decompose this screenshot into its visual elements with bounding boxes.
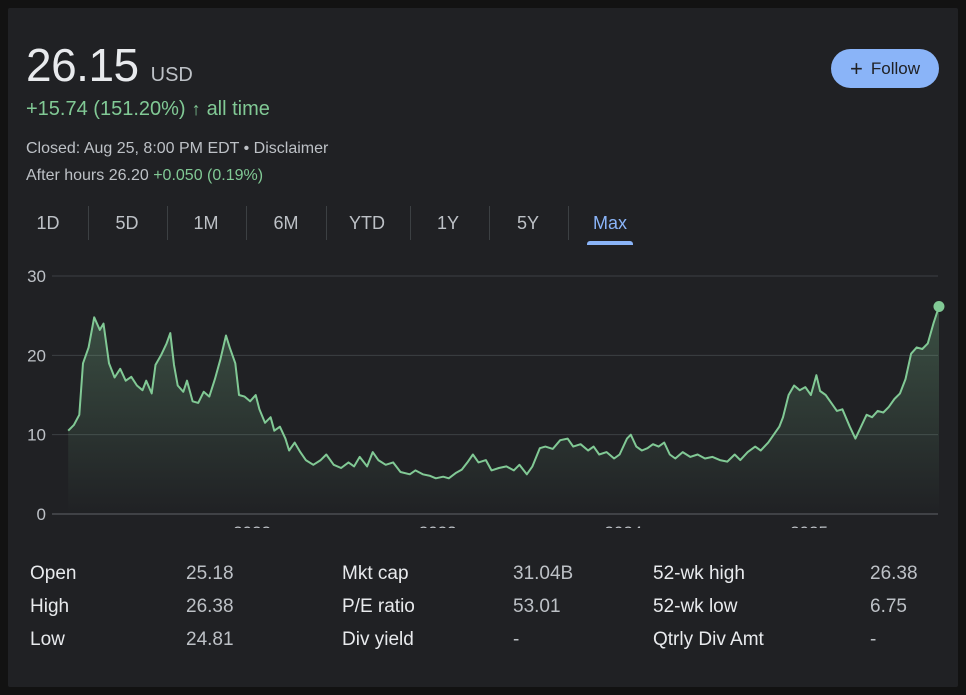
last-price-point: [933, 301, 945, 313]
stat-label: Mkt cap: [342, 563, 409, 584]
tab-5d[interactable]: 5D: [115, 212, 139, 233]
stat-value: 6.75: [870, 596, 907, 617]
tab-divider: [167, 206, 168, 240]
price-row: 26.15 USD: [26, 38, 193, 92]
stat-value: 26.38: [870, 563, 918, 584]
stat-label: Open: [30, 563, 77, 584]
stat-value: 24.81: [186, 629, 234, 650]
change-value: +15.74 (151.20%): [26, 98, 186, 120]
tab-divider: [489, 206, 490, 240]
change-period: all time: [206, 98, 270, 120]
x-tick-label: 2025: [790, 523, 828, 528]
tab-1y[interactable]: 1Y: [436, 212, 460, 233]
follow-label: Follow: [870, 58, 920, 78]
after-hours-label: After hours 26.20: [26, 167, 149, 184]
price-line: [67, 306, 940, 480]
tab-divider: [326, 206, 327, 240]
after-hours: After hours 26.20 +0.050 (0.19%): [26, 167, 263, 185]
stat-label: 52-wk high: [653, 563, 745, 584]
x-tick-label: 2024: [604, 523, 642, 528]
y-tick-label: 10: [27, 426, 46, 445]
stock-card: 26.15 USD +15.74 (151.20%) ↑ all time Cl…: [8, 8, 958, 687]
tab-max[interactable]: Max: [585, 204, 635, 245]
y-tick-label: 30: [27, 267, 46, 286]
stat-label: Low: [30, 629, 65, 650]
y-tick-label: 0: [37, 505, 46, 524]
tab-divider: [568, 206, 569, 240]
after-hours-change: +0.050 (0.19%): [153, 167, 264, 184]
stat-label: P/E ratio: [342, 596, 415, 617]
stat-value: -: [870, 629, 877, 650]
tab-1d[interactable]: 1D: [36, 212, 60, 233]
stat-value: 25.18: [186, 563, 234, 584]
stat-label: High: [30, 596, 70, 617]
tab-divider: [246, 206, 247, 240]
tab-divider: [410, 206, 411, 240]
tab-6m[interactable]: 6M: [273, 212, 299, 233]
price-area-fill: [68, 306, 939, 514]
stat-label: Qtrly Div Amt: [653, 629, 764, 650]
price: 26.15: [26, 39, 139, 91]
up-arrow-icon: ↑: [191, 99, 201, 119]
tab-ytd[interactable]: YTD: [349, 212, 385, 233]
currency: USD: [150, 64, 193, 86]
stat-label: Div yield: [342, 629, 414, 650]
closed-text[interactable]: Closed: Aug 25, 8:00 PM EDT • Disclaimer: [26, 140, 329, 157]
range-tabs: 1D 5D 1M 6M YTD 1Y 5Y Max: [8, 204, 958, 248]
price-chart: 0 10 20 30 2022 2023 2024 2025: [27, 267, 945, 528]
stat-value: -: [513, 629, 520, 650]
tab-1m[interactable]: 1M: [193, 212, 219, 233]
y-tick-label: 20: [27, 346, 46, 365]
stat-value: 31.04B: [513, 563, 574, 584]
stat-value: 53.01: [513, 596, 561, 617]
stat-label: 52-wk low: [653, 596, 738, 617]
stat-value: 26.38: [186, 596, 234, 617]
tab-divider: [88, 206, 89, 240]
change-row: +15.74 (151.20%) ↑ all time: [26, 98, 270, 121]
x-tick-label: 2022: [233, 523, 271, 528]
x-tick-label: 2023: [419, 523, 457, 528]
tab-5y[interactable]: 5Y: [516, 212, 540, 233]
follow-button[interactable]: + Follow: [831, 49, 939, 88]
plus-icon: +: [850, 55, 863, 81]
